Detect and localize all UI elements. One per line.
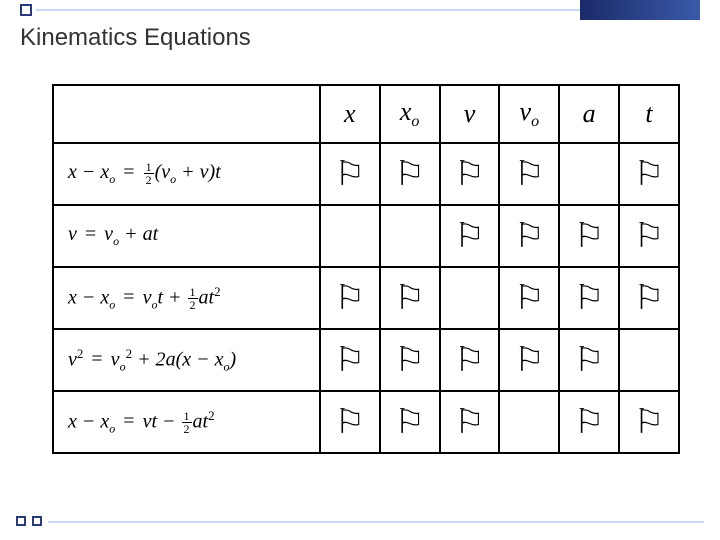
header-vo: vo [499, 85, 559, 143]
flag-icon: ⚐ [514, 155, 544, 193]
top-decoration [0, 0, 720, 20]
flag-cell-t: ⚐ [619, 205, 679, 267]
flag-icon: ⚐ [335, 279, 365, 317]
flag-cell-vo [499, 391, 559, 453]
decor-line [48, 521, 704, 523]
flag-icon: ⚐ [394, 341, 424, 379]
flag-icon: ⚐ [514, 341, 544, 379]
flag-icon: ⚐ [394, 155, 424, 193]
kinematics-table: x xo v vo a t x − xo = 12(vo + v)t⚐⚐⚐⚐⚐v… [52, 84, 680, 454]
header-row: x xo v vo a t [53, 85, 679, 143]
flag-icon: ⚐ [394, 403, 424, 441]
flag-cell-t: ⚐ [619, 267, 679, 329]
flag-icon: ⚐ [634, 279, 664, 317]
flag-cell-a: ⚐ [559, 329, 619, 391]
flag-icon: ⚐ [454, 155, 484, 193]
flag-cell-vo: ⚐ [499, 143, 559, 205]
flag-cell-a: ⚐ [559, 391, 619, 453]
flag-cell-v [440, 267, 500, 329]
table-row: x − xo = vot + 12at2 ⚐ ⚐ ⚐ ⚐ ⚐ [53, 267, 679, 329]
flag-cell-x: ⚐ [320, 329, 380, 391]
flag-cell-a [559, 143, 619, 205]
table-row: x − xo = 12(vo + v)t ⚐ ⚐ ⚐ ⚐ ⚐ [53, 143, 679, 205]
flag-cell-xo: ⚐ [380, 143, 440, 205]
flag-cell-x: ⚐ [320, 143, 380, 205]
decor-square [32, 516, 42, 526]
header-x: x [320, 85, 380, 143]
header-a: a [559, 85, 619, 143]
flag-icon: ⚐ [454, 341, 484, 379]
flag-icon: ⚐ [335, 403, 365, 441]
equation-cell: x − xo = vot + 12at2 [53, 267, 320, 329]
decor-square [16, 516, 26, 526]
flag-cell-xo: ⚐ [380, 329, 440, 391]
flag-icon: ⚐ [574, 217, 604, 255]
decor-line [36, 9, 580, 11]
equation-cell: v2 = vo2 + 2a(x − xo) [53, 329, 320, 391]
header-t: t [619, 85, 679, 143]
flag-icon: ⚐ [394, 279, 424, 317]
table-row: v2 = vo2 + 2a(x − xo) ⚐ ⚐ ⚐ ⚐ ⚐ [53, 329, 679, 391]
equation-cell: x − xo = vt − 12at2 [53, 391, 320, 453]
flag-icon: ⚐ [335, 341, 365, 379]
flag-cell-vo: ⚐ [499, 205, 559, 267]
flag-icon: ⚐ [634, 217, 664, 255]
flag-cell-xo: ⚐ [380, 267, 440, 329]
equation-cell: x − xo = 12(vo + v)t [53, 143, 320, 205]
flag-cell-a: ⚐ [559, 205, 619, 267]
flag-cell-xo [380, 205, 440, 267]
flag-cell-x: ⚐ [320, 391, 380, 453]
header-v: v [440, 85, 500, 143]
flag-icon: ⚐ [574, 341, 604, 379]
flag-cell-x [320, 205, 380, 267]
flag-icon: ⚐ [574, 403, 604, 441]
table-row: x − xo = vt − 12at2 ⚐ ⚐ ⚐ ⚐ ⚐ [53, 391, 679, 453]
flag-cell-t: ⚐ [619, 391, 679, 453]
flag-cell-t [619, 329, 679, 391]
flag-cell-v: ⚐ [440, 329, 500, 391]
header-empty [53, 85, 320, 143]
flag-icon: ⚐ [454, 403, 484, 441]
bottom-decoration [16, 516, 704, 530]
flag-icon: ⚐ [514, 279, 544, 317]
flag-cell-a: ⚐ [559, 267, 619, 329]
flag-cell-x: ⚐ [320, 267, 380, 329]
header-xo: xo [380, 85, 440, 143]
table-row: v = vo + at ⚐ ⚐ ⚐ ⚐ [53, 205, 679, 267]
flag-cell-t: ⚐ [619, 143, 679, 205]
flag-cell-vo: ⚐ [499, 329, 559, 391]
equation-cell: v = vo + at [53, 205, 320, 267]
flag-cell-vo: ⚐ [499, 267, 559, 329]
flag-icon: ⚐ [634, 155, 664, 193]
flag-icon: ⚐ [454, 217, 484, 255]
flag-cell-v: ⚐ [440, 205, 500, 267]
decor-square [20, 4, 32, 16]
decor-gradient-bar [580, 0, 700, 20]
flag-icon: ⚐ [514, 217, 544, 255]
flag-cell-v: ⚐ [440, 391, 500, 453]
page-title: Kinematics Equations [20, 24, 251, 52]
flag-icon: ⚐ [574, 279, 604, 317]
flag-icon: ⚐ [634, 403, 664, 441]
flag-cell-xo: ⚐ [380, 391, 440, 453]
flag-cell-v: ⚐ [440, 143, 500, 205]
flag-icon: ⚐ [335, 155, 365, 193]
table-body: x − xo = 12(vo + v)t ⚐ ⚐ ⚐ ⚐ ⚐ v = vo + at ⚐ ⚐ ⚐ ⚐… [53, 143, 679, 453]
